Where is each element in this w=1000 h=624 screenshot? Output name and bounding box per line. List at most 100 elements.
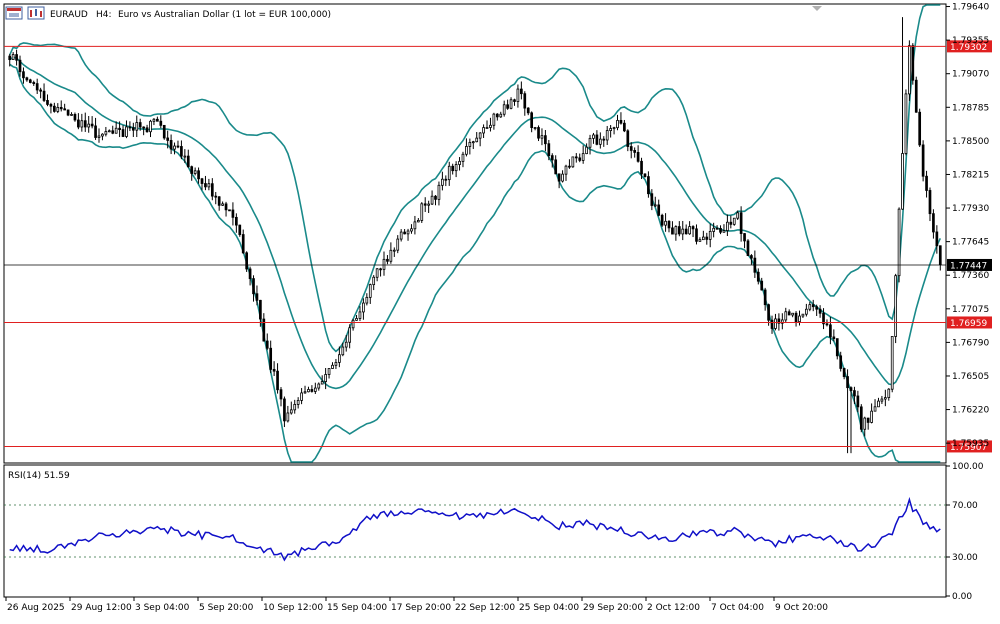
bollinger-middle: [9, 56, 942, 390]
candle: [691, 225, 695, 238]
candle: [183, 149, 187, 164]
candle: [293, 399, 297, 414]
current-price-label: 1.77447: [950, 261, 987, 271]
candle: [856, 390, 860, 413]
level-price-label: 1.75907: [950, 443, 987, 453]
candle: [715, 225, 719, 230]
candle: [537, 125, 540, 142]
candle: [255, 285, 259, 306]
candle: [547, 139, 551, 161]
time-tick-label: 10 Sep 12:00: [263, 603, 323, 613]
candle: [784, 307, 788, 323]
candle: [32, 80, 36, 86]
candle: [465, 138, 468, 157]
candle: [502, 100, 506, 117]
candle: [877, 397, 880, 408]
candle: [643, 173, 647, 178]
bollinger-bands: [8, 4, 942, 463]
candle: [355, 315, 358, 321]
time-tick-label: 26 Aug 2025: [7, 603, 65, 613]
candle: [406, 228, 410, 241]
chart-window-icon[interactable]: [5, 6, 23, 20]
candle: [688, 221, 691, 235]
horizontal-levels[interactable]: 1.79302 1.76959 1.75907 1.77447: [4, 40, 992, 453]
candle: [880, 395, 884, 404]
candle: [485, 120, 489, 129]
candle: [77, 113, 80, 130]
level-price-box: [947, 40, 992, 53]
candle: [626, 129, 630, 152]
candle: [56, 103, 60, 114]
price-tick-label: 1.78215: [952, 170, 989, 180]
candle: [245, 251, 248, 272]
candle: [80, 113, 84, 132]
candle: [142, 126, 145, 136]
candle: [853, 386, 856, 404]
candle: [520, 81, 523, 100]
candle: [156, 116, 159, 122]
candle: [324, 367, 327, 390]
candle: [228, 209, 231, 212]
main-panel-frame: [3, 3, 947, 464]
candle: [334, 358, 338, 370]
candle: [753, 250, 757, 278]
candle: [338, 346, 341, 368]
price-tick-label: 1.77075: [952, 305, 989, 315]
price-tick-label: 1.79070: [952, 70, 989, 80]
chart-properties-icon[interactable]: [27, 6, 45, 20]
candle: [94, 117, 97, 140]
level-price-box: [947, 316, 992, 329]
candle: [609, 125, 612, 138]
candle: [846, 369, 849, 454]
candle: [839, 351, 843, 372]
candle: [918, 108, 922, 147]
candle: [430, 190, 434, 206]
candle: [671, 221, 674, 235]
candle: [612, 126, 616, 135]
candle: [193, 167, 197, 176]
candle: [66, 109, 70, 117]
candle: [805, 303, 808, 317]
candle: [475, 132, 479, 143]
candle: [190, 165, 194, 181]
candle: [252, 275, 255, 302]
candle: [550, 153, 554, 168]
chart-symbol: EURAUD: [50, 10, 88, 20]
candle: [454, 161, 458, 178]
candle: [468, 138, 472, 155]
candle: [331, 362, 334, 370]
time-tick-label: 29 Sep 20:00: [583, 603, 643, 613]
candle: [523, 91, 527, 116]
candle: [574, 153, 578, 163]
candle: [509, 97, 513, 110]
candle: [492, 112, 496, 130]
candle: [585, 143, 588, 155]
time-tick-label: 29 Aug 12:00: [71, 603, 132, 613]
candle: [736, 210, 740, 220]
time-tick-label: 22 Sep 12:00: [455, 603, 515, 613]
candle: [296, 397, 300, 409]
candle: [166, 130, 170, 149]
candle: [894, 273, 897, 344]
time-axis: 26 Aug 2025 29 Aug 12:00 3 Sep 04:00 5 Sep …: [5, 597, 828, 613]
time-tick-label: 7 Oct 04:00: [711, 603, 764, 613]
candle: [451, 163, 455, 175]
candle: [434, 195, 437, 206]
candle: [897, 207, 901, 283]
time-tick-label: 15 Sep 04:00: [327, 603, 387, 613]
candle: [399, 229, 403, 242]
candle: [722, 224, 726, 233]
candle: [526, 107, 530, 116]
time-tick-label: 25 Sep 04:00: [519, 603, 579, 613]
candle: [787, 309, 791, 316]
candle: [482, 124, 485, 138]
candle: [97, 128, 101, 143]
candle: [204, 175, 207, 191]
candle: [516, 84, 520, 108]
candle: [677, 221, 681, 237]
candle: [530, 111, 534, 133]
candle: [224, 201, 228, 217]
shift-marker-icon[interactable]: [812, 6, 822, 11]
